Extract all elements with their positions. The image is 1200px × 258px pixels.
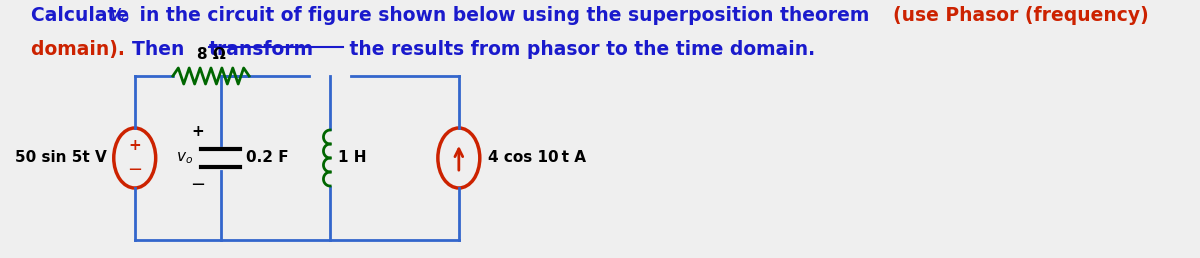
Text: $v_o$: $v_o$ — [175, 150, 193, 166]
Text: −: − — [190, 176, 205, 194]
Text: +: + — [128, 139, 142, 154]
Text: (use Phasor (frequency): (use Phasor (frequency) — [893, 6, 1148, 25]
Text: +: + — [191, 124, 204, 139]
Text: 4 cos 10 t A: 4 cos 10 t A — [488, 150, 587, 165]
Text: domain).: domain). — [31, 40, 131, 59]
Text: transform: transform — [209, 40, 314, 59]
Text: 0.2 F: 0.2 F — [246, 150, 289, 165]
Text: Then: Then — [132, 40, 197, 59]
Text: the results from phasor to the time domain.: the results from phasor to the time doma… — [342, 40, 815, 59]
Text: 1 H: 1 H — [337, 150, 366, 165]
Text: $v_o$: $v_o$ — [109, 6, 130, 25]
Text: 8 Ω: 8 Ω — [197, 47, 226, 62]
Text: in the circuit of figure shown below using the superposition theorem: in the circuit of figure shown below usi… — [133, 6, 876, 25]
Text: −: − — [127, 161, 143, 179]
Text: 50 sin 5t V: 50 sin 5t V — [16, 150, 107, 165]
Text: Calculate: Calculate — [31, 6, 136, 25]
